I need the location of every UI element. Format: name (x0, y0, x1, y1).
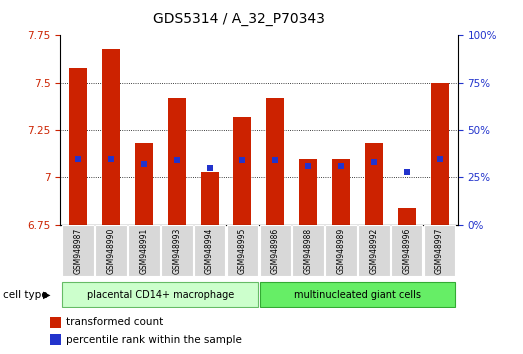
Bar (233, 117, 252, 225)
Text: percentile rank within the sample: percentile rank within the sample (66, 335, 242, 344)
Bar (292, 225, 324, 276)
Bar (50, 334, 61, 345)
Bar (69, 68, 87, 225)
Text: multinucleated giant cells: multinucleated giant cells (294, 290, 421, 300)
Bar (430, 83, 449, 225)
Bar (161, 225, 192, 276)
Bar (168, 98, 186, 225)
Text: GSM948997: GSM948997 (435, 227, 444, 274)
Text: GSM948987: GSM948987 (74, 227, 83, 274)
Text: GSM948991: GSM948991 (140, 227, 149, 274)
Text: GSM948990: GSM948990 (107, 227, 116, 274)
Text: GSM948986: GSM948986 (271, 227, 280, 274)
Bar (135, 143, 153, 225)
Bar (332, 159, 350, 225)
Text: GSM948996: GSM948996 (402, 227, 411, 274)
Bar (259, 225, 291, 276)
Bar (397, 208, 416, 225)
Text: transformed count: transformed count (66, 318, 163, 327)
Bar (365, 143, 383, 225)
Text: GSM948994: GSM948994 (205, 227, 214, 274)
Bar (102, 48, 120, 225)
Bar (266, 98, 285, 225)
Bar (424, 225, 456, 276)
Text: GSM948988: GSM948988 (304, 227, 313, 274)
Text: GSM948992: GSM948992 (369, 227, 378, 274)
Bar (325, 225, 357, 276)
Text: cell type: cell type (3, 290, 47, 299)
Text: ▶: ▶ (43, 290, 51, 299)
Bar (358, 225, 390, 276)
Text: placental CD14+ macrophage: placental CD14+ macrophage (87, 290, 234, 300)
Bar (259, 282, 456, 307)
Bar (50, 317, 61, 328)
Bar (391, 225, 423, 276)
Text: GSM948993: GSM948993 (172, 227, 181, 274)
Text: GSM948989: GSM948989 (336, 227, 346, 274)
Bar (194, 225, 225, 276)
Bar (95, 225, 127, 276)
Bar (226, 225, 258, 276)
Bar (299, 159, 317, 225)
Text: GDS5314 / A_32_P70343: GDS5314 / A_32_P70343 (153, 12, 325, 27)
Bar (62, 282, 258, 307)
Bar (62, 225, 94, 276)
Bar (128, 225, 160, 276)
Text: GSM948995: GSM948995 (238, 227, 247, 274)
Bar (201, 172, 219, 225)
